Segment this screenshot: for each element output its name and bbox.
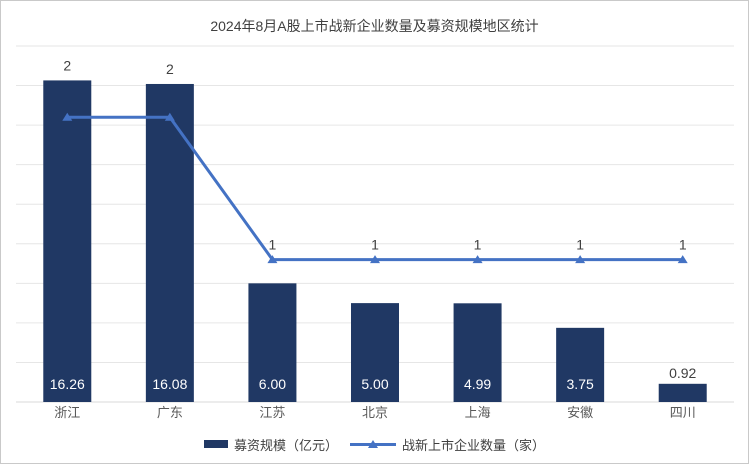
bar-5 bbox=[556, 327, 605, 402]
line-marker-1 bbox=[164, 112, 175, 121]
line-label-5: 1 bbox=[576, 237, 584, 253]
line-label-2: 1 bbox=[269, 237, 277, 253]
chart-title: 2024年8月A股上市战新企业数量及募资规模地区统计 bbox=[210, 18, 539, 34]
legend-label-count: 战新上市企业数量（家） bbox=[402, 437, 546, 453]
chart-legend: 募资规模（亿元） 战新上市企业数量（家） bbox=[1, 435, 748, 453]
legend-label-funding: 募资规模（亿元） bbox=[233, 437, 338, 453]
line-marker-5 bbox=[575, 255, 586, 264]
bar-label-1: 16.08 bbox=[152, 376, 187, 392]
line-marker-2 bbox=[267, 255, 278, 264]
bar-2 bbox=[248, 283, 297, 402]
line-label-1: 2 bbox=[166, 61, 174, 77]
line-label-6: 1 bbox=[679, 237, 687, 253]
line-marker-3 bbox=[370, 255, 380, 264]
x-axis-label-4: 上海 bbox=[465, 405, 491, 420]
line-marker-6 bbox=[677, 255, 688, 264]
line-marker-4 bbox=[472, 255, 483, 264]
bar-label-0: 16.26 bbox=[50, 376, 85, 392]
line-label-0: 2 bbox=[63, 57, 71, 73]
x-axis-label-1: 广东 bbox=[157, 405, 183, 420]
bar-series-swatch-icon bbox=[203, 440, 228, 448]
bar-6 bbox=[658, 383, 707, 402]
bar-4 bbox=[453, 303, 502, 402]
legend-item-count: 战新上市企业数量（家） bbox=[350, 435, 545, 454]
bar-label-5: 3.75 bbox=[567, 376, 594, 392]
bar-label-2: 6.00 bbox=[259, 376, 286, 392]
bar-1 bbox=[145, 83, 194, 403]
x-axis-label-0: 浙江 bbox=[54, 405, 80, 420]
line-label-4: 1 bbox=[474, 237, 482, 253]
bar-3 bbox=[351, 303, 399, 402]
bar-label-6: 0.92 bbox=[669, 365, 696, 381]
x-axis-label-5: 安徽 bbox=[567, 405, 593, 420]
legend-item-funding: 募资规模（亿元） bbox=[203, 435, 338, 454]
line-series-swatch-icon bbox=[350, 439, 396, 450]
bar-label-3: 5.00 bbox=[361, 376, 388, 392]
x-axis-label-2: 江苏 bbox=[259, 405, 285, 420]
line-label-3: 1 bbox=[371, 237, 379, 253]
line-marker-0 bbox=[62, 112, 73, 121]
bar-0 bbox=[43, 80, 92, 402]
x-axis-label-3: 北京 bbox=[362, 405, 388, 420]
bar-label-4: 4.99 bbox=[464, 376, 491, 392]
x-axis-label-6: 四川 bbox=[670, 405, 696, 420]
